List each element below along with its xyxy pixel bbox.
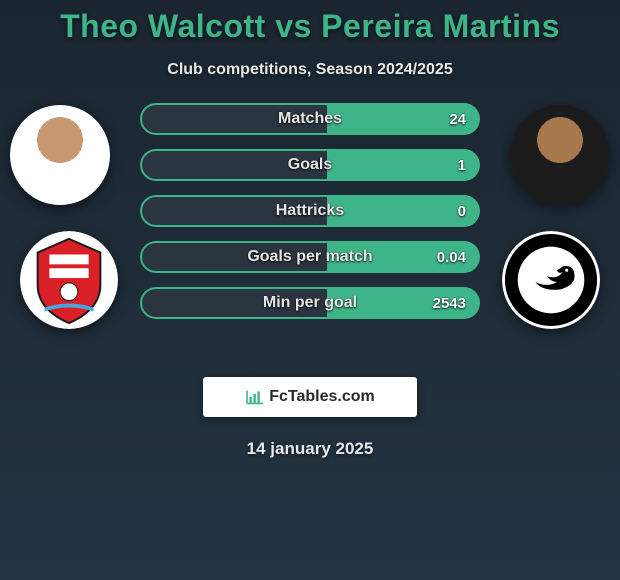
snapshot-date: 14 january 2025 [0, 439, 620, 459]
source-text: FcTables.com [269, 388, 375, 406]
stat-row: Matches24 [140, 103, 480, 135]
comparison-panel: Matches24 Goals1 Hattricks0 Goals per match… [0, 103, 620, 363]
swansea-crest-icon [502, 231, 600, 329]
face-icon [510, 105, 610, 205]
stat-value-right: 1 [458, 149, 466, 181]
stat-label: Hattricks [140, 195, 480, 227]
stat-row: Goals1 [140, 149, 480, 181]
right-club-crest [502, 231, 600, 329]
stat-label: Goals [140, 149, 480, 181]
page-subtitle: Club competitions, Season 2024/2025 [0, 61, 620, 79]
source-badge: FcTables.com [203, 377, 417, 417]
southampton-crest-icon [20, 231, 118, 329]
stat-row: Goals per match0.04 [140, 241, 480, 273]
stat-value-right: 0.04 [437, 241, 466, 273]
stat-row: Hattricks0 [140, 195, 480, 227]
stat-label: Min per goal [140, 287, 480, 319]
stat-row: Min per goal2543 [140, 287, 480, 319]
left-club-crest [20, 231, 118, 329]
stat-value-right: 0 [458, 195, 466, 227]
face-icon [10, 105, 110, 205]
stat-label: Goals per match [140, 241, 480, 273]
page-title: Theo Walcott vs Pereira Martins [0, 0, 620, 45]
right-player-avatar [510, 105, 610, 205]
left-player-avatar [10, 105, 110, 205]
bar-chart-icon [245, 389, 265, 405]
stat-value-right: 2543 [433, 287, 466, 319]
stat-label: Matches [140, 103, 480, 135]
stat-bars: Matches24 Goals1 Hattricks0 Goals per match… [140, 103, 480, 333]
stat-value-right: 24 [449, 103, 466, 135]
